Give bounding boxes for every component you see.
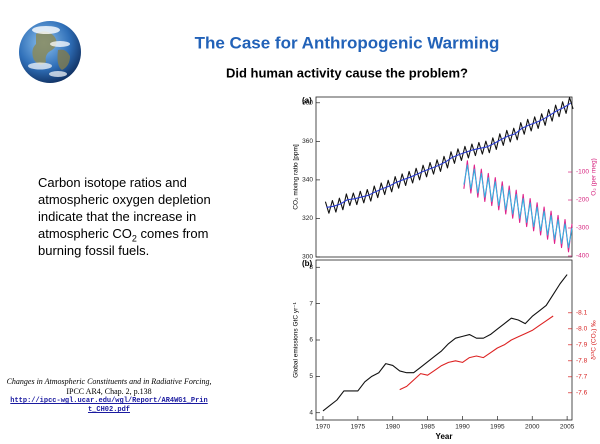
data-line — [399, 315, 554, 391]
y-axis-label: Global emissions GtC yr⁻¹ — [293, 301, 300, 378]
citation: Changes in Atmospheric Constituents and … — [4, 377, 214, 415]
body-text: Carbon isotope ratios and atmospheric ox… — [38, 174, 224, 259]
slide-title: The Case for Anthropogenic Warming — [195, 33, 500, 52]
y-tick-label: 5 — [309, 373, 313, 380]
subscript: 2 — [131, 233, 137, 244]
data-line — [326, 102, 571, 209]
y2-tick-label: -7.7 — [576, 374, 588, 381]
y-tick-label: 380 — [302, 100, 313, 107]
text: Carbon isotope ratios and atmospheric ox… — [38, 175, 211, 241]
x-tick-label: 1995 — [490, 424, 505, 431]
y-tick-label: 300 — [302, 254, 313, 261]
plot-frame — [315, 96, 573, 258]
x-axis-label: Year — [436, 432, 453, 441]
y-tick-label: 8 — [309, 264, 313, 271]
x-tick-label: 1985 — [420, 424, 435, 431]
y2-axis-label: δ¹³C (CO₂) ‰ — [591, 320, 598, 360]
plot-frame — [315, 259, 573, 421]
y-tick-label: 360 — [302, 138, 313, 145]
y2-tick-label: -7.8 — [576, 358, 588, 365]
x-tick-label: 2000 — [525, 424, 540, 431]
citation-link[interactable]: http://ipcc-wgl.ucar.edu/wgl/Report/AR4W… — [10, 397, 208, 414]
text: comes from burning fossil fuels. — [38, 226, 209, 258]
y-axis-label: CO₂ mixing ratio [ppm] — [293, 144, 300, 210]
citation-title: Changes in Atmospheric Constituents and … — [6, 377, 210, 386]
data-line — [463, 164, 573, 249]
x-tick-label: 1980 — [385, 424, 400, 431]
x-tick-label: 1975 — [351, 424, 366, 431]
data-line — [322, 274, 568, 412]
y2-tick-label: -8.0 — [576, 326, 588, 333]
x-tick-label: 2005 — [560, 424, 575, 431]
y-tick-label: 4 — [309, 409, 313, 416]
panel-label: (a) — [302, 96, 312, 105]
y2-tick-label: -200 — [576, 197, 589, 204]
y-tick-label: 6 — [309, 337, 313, 344]
y2-tick-label: -400 — [576, 253, 589, 260]
y2-tick-label: -8.1 — [576, 310, 588, 317]
y2-axis-label: O₂ (per meg) — [591, 158, 598, 196]
globe-icon — [19, 21, 81, 83]
y2-tick-label: -300 — [576, 225, 589, 232]
y-tick-label: 340 — [302, 177, 313, 184]
x-tick-label: 1970 — [316, 424, 331, 431]
panel-label: (b) — [302, 259, 313, 268]
slide-subtitle: Did human activity cause the problem? — [226, 65, 468, 80]
x-tick-label: 1990 — [455, 424, 470, 431]
y2-tick-label: -7.9 — [576, 342, 588, 349]
data-line — [324, 96, 574, 214]
citation-details: , IPCC AR4, Chap. 2, p.138 — [66, 377, 212, 396]
y2-tick-label: -100 — [576, 169, 589, 176]
y2-tick-label: -7.6 — [576, 390, 588, 397]
y-tick-label: 7 — [309, 300, 313, 307]
y-tick-label: 320 — [302, 215, 313, 222]
